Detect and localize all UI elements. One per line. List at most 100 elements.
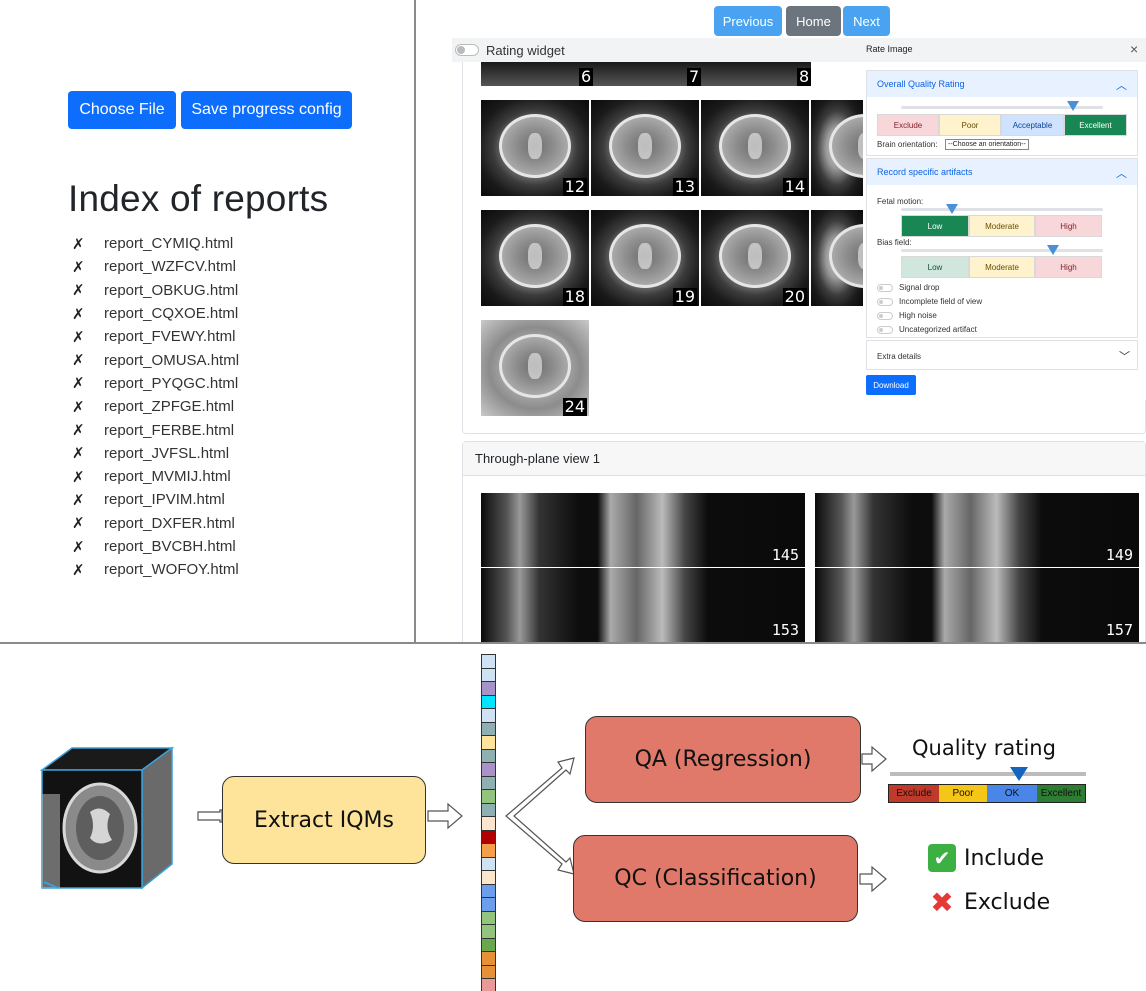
bias-high-button[interactable]: High	[1035, 256, 1102, 278]
signal-drop-toggle[interactable]: Signal drop	[877, 283, 939, 292]
rating-acceptable-button[interactable]: Acceptable	[1001, 114, 1064, 136]
fetal-motion-buttons: Low Moderate High	[901, 215, 1102, 237]
download-button[interactable]: Download	[866, 375, 916, 395]
quality-rating-scale: Exclude Poor OK Excellent	[888, 784, 1086, 803]
report-link[interactable]: report_DXFER.html	[104, 514, 235, 532]
pipeline-diagram: Extract IQMs QA (Regression) QC (Classif…	[0, 644, 1146, 991]
quality-slider-track[interactable]	[901, 106, 1103, 109]
motion-low-button[interactable]: Low	[901, 215, 969, 237]
through-plane-slice[interactable]: 153	[481, 568, 805, 642]
rating-exclude-button[interactable]: Exclude	[877, 114, 939, 136]
report-link[interactable]: report_BVCBH.html	[104, 538, 236, 555]
fetal-motion-slider-thumb[interactable]	[945, 204, 958, 214]
quality-rating-buttons: Exclude Poor Acceptable Excellent	[877, 114, 1127, 136]
report-list-item[interactable]: ✗ report_IPVIM.html	[72, 488, 239, 511]
bias-moderate-button[interactable]: Moderate	[969, 256, 1035, 278]
slice-thumbnail[interactable]: 13	[591, 100, 699, 196]
bias-low-button[interactable]: Low	[901, 256, 969, 278]
report-link[interactable]: report_ZPFGE.html	[104, 398, 235, 416]
report-list-item[interactable]: ✗ report_OMUSA.html	[72, 348, 239, 371]
toggle-switch[interactable]	[877, 311, 893, 320]
incomplete-fov-toggle[interactable]: Incomplete field of view	[877, 297, 982, 306]
report-link[interactable]: report_IPVIM.html	[104, 491, 225, 509]
report-link[interactable]: report_FERBE.html	[104, 421, 235, 439]
report-list-item[interactable]: ✗ report_WOFOY.html	[72, 558, 239, 581]
feature-cell	[481, 762, 496, 776]
report-link[interactable]: report_JVFSL.html	[104, 444, 230, 462]
slice-thumbnail[interactable]: 19	[591, 210, 699, 306]
slice-thumbnail[interactable]: 12	[481, 100, 589, 196]
report-link[interactable]: report_OMUSA.html	[104, 351, 240, 369]
uncategorized-artifact-toggle[interactable]: Uncategorized artifact	[877, 325, 977, 334]
through-plane-slice[interactable]: 145	[481, 493, 805, 567]
report-link[interactable]: report_MVMIJ.html	[104, 468, 231, 486]
scale-ok: OK	[987, 785, 1037, 802]
report-list-item[interactable]: ✗ report_CYMIQ.html	[72, 232, 239, 255]
save-progress-config-button[interactable]: Save progress config	[181, 91, 352, 129]
report-list-item[interactable]: ✗ report_OBKUG.html	[72, 279, 239, 302]
slice-thumbnail[interactable]: 24	[481, 320, 589, 416]
artifacts-header[interactable]: Record specific artifacts ︿	[867, 159, 1137, 185]
close-icon[interactable]: ×	[1130, 41, 1139, 57]
home-button[interactable]: Home	[786, 6, 841, 36]
report-link[interactable]: report_CQXOE.html	[104, 305, 239, 323]
status-cross-icon: ✗	[72, 282, 85, 300]
extra-details-section[interactable]: Extra details ﹀	[866, 340, 1138, 370]
report-list-item[interactable]: ✗ report_FERBE.html	[72, 418, 239, 441]
status-cross-icon: ✗	[72, 561, 85, 579]
report-list-item[interactable]: ✗ report_BVCBH.html	[72, 535, 239, 558]
slice-thumbnail[interactable]: 18	[481, 210, 589, 306]
feature-cell	[481, 694, 496, 708]
quality-slider-thumb[interactable]	[1066, 101, 1079, 111]
brain-orientation-select[interactable]: --Choose an orientation--	[945, 139, 1029, 150]
motion-high-button[interactable]: High	[1035, 215, 1102, 237]
overall-quality-header[interactable]: Overall Quality Rating ︿	[867, 71, 1137, 97]
rating-poor-button[interactable]: Poor	[939, 114, 1001, 136]
toggle-switch[interactable]	[877, 325, 893, 334]
choose-file-button[interactable]: Choose File	[68, 91, 176, 129]
toggle-switch[interactable]	[877, 283, 893, 292]
previous-button[interactable]: Previous	[714, 6, 782, 36]
vertical-divider	[414, 0, 416, 642]
scale-excellent: Excellent	[1037, 785, 1085, 802]
through-plane-slice[interactable]: 149	[815, 493, 1139, 567]
next-button[interactable]: Next	[843, 6, 890, 36]
report-link[interactable]: report_WOFOY.html	[104, 561, 239, 579]
report-link[interactable]: report_FVEWY.html	[104, 328, 236, 346]
report-list-item[interactable]: ✗ report_CQXOE.html	[72, 302, 239, 325]
fetal-motion-slider-track[interactable]	[901, 208, 1103, 211]
slice-thumbnail[interactable]: 20	[701, 210, 809, 306]
slice-thumbnail[interactable]	[811, 210, 863, 306]
bias-field-slider-track[interactable]	[901, 249, 1103, 252]
report-link[interactable]: report_WZFCV.html	[104, 258, 236, 276]
through-plane-slice[interactable]: 157	[815, 568, 1139, 642]
toggle-switch[interactable]	[877, 297, 893, 306]
report-link[interactable]: report_PYQGC.html	[104, 374, 239, 392]
high-noise-toggle[interactable]: High noise	[877, 311, 937, 320]
report-list-item[interactable]: ✗ report_ZPFGE.html	[72, 395, 239, 418]
motion-moderate-button[interactable]: Moderate	[969, 215, 1035, 237]
rating-excellent-button[interactable]: Excellent	[1064, 114, 1127, 136]
slice-thumbnail[interactable]	[811, 100, 863, 196]
report-list-item[interactable]: ✗ report_FVEWY.html	[72, 325, 239, 348]
report-link[interactable]: report_CYMIQ.html	[104, 235, 234, 253]
report-list-item[interactable]: ✗ report_DXFER.html	[72, 512, 239, 535]
rating-widget-toggle[interactable]	[455, 44, 479, 56]
report-list-item[interactable]: ✗ report_WZFCV.html	[72, 255, 239, 278]
report-link[interactable]: report_OBKUG.html	[104, 281, 239, 299]
rate-panel-header: Rate Image ×	[864, 38, 1146, 62]
feature-cell	[481, 910, 496, 924]
index-title: Index of reports	[68, 178, 329, 219]
report-list-item[interactable]: ✗ report_MVMIJ.html	[72, 465, 239, 488]
overall-quality-heading: Overall Quality Rating	[877, 79, 965, 89]
status-cross-icon: ✗	[72, 515, 85, 533]
bias-field-slider-thumb[interactable]	[1046, 245, 1059, 255]
through-plane-title: Through-plane view 1	[475, 451, 601, 466]
slice-number: 8	[797, 67, 812, 86]
report-list-item[interactable]: ✗ report_PYQGC.html	[72, 372, 239, 395]
report-list-item[interactable]: ✗ report_JVFSL.html	[72, 442, 239, 465]
slice-thumbnail[interactable]: 14	[701, 100, 809, 196]
arrow-to-extract	[197, 809, 223, 823]
arrow-to-decision	[859, 865, 887, 893]
brain-scan	[609, 114, 681, 178]
